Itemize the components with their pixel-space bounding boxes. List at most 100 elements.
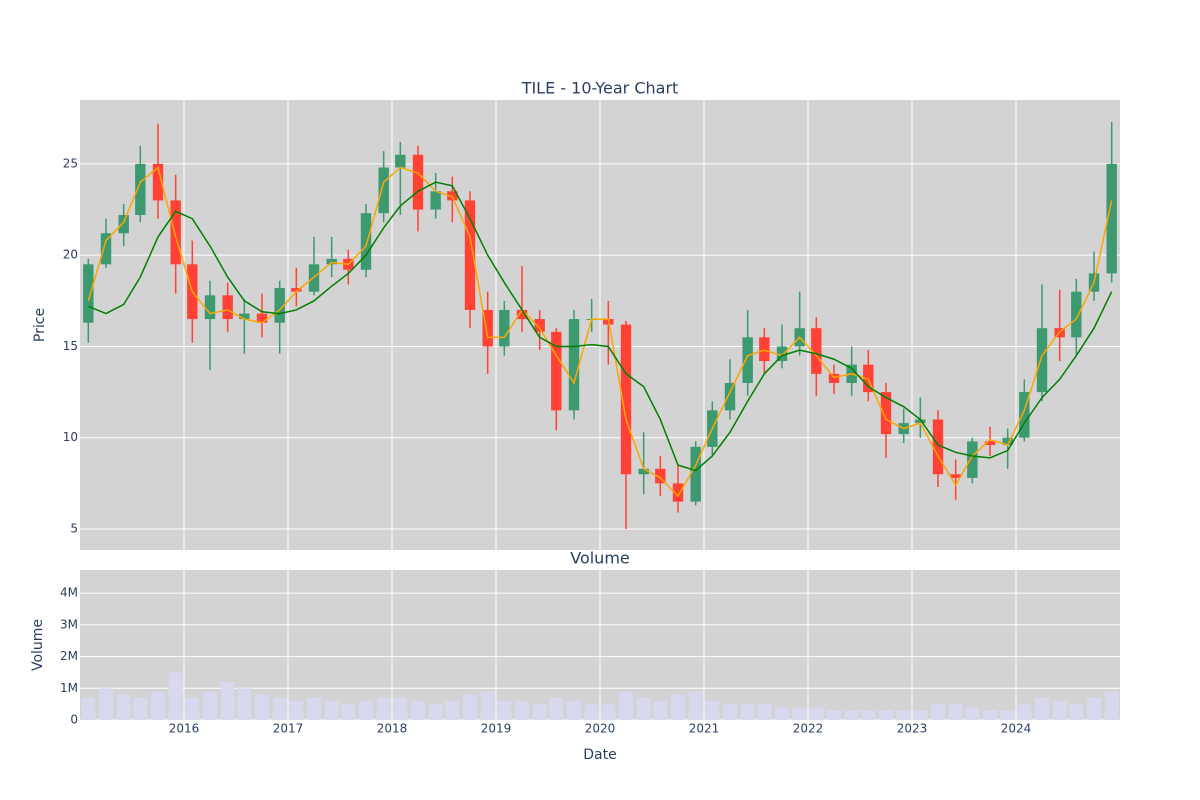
x-tick-label: 2020 xyxy=(585,722,616,736)
candle-body xyxy=(759,337,770,362)
volume-bar xyxy=(601,704,616,720)
volume-bar xyxy=(463,694,477,720)
y-tick-label: 10 xyxy=(63,430,78,444)
candle-body xyxy=(1106,163,1117,274)
y-tick-label: 3M xyxy=(60,617,78,631)
y-tick-label: 5 xyxy=(70,522,78,536)
volume-bar xyxy=(1017,704,1032,720)
volume-bar xyxy=(844,710,859,720)
candle-body xyxy=(1002,437,1013,446)
candle-body xyxy=(274,288,285,323)
candle-body xyxy=(915,419,926,424)
candle-body xyxy=(863,364,874,393)
volume-bar xyxy=(757,704,772,720)
candle-body xyxy=(880,392,892,435)
x-tick-label: 2019 xyxy=(481,722,512,736)
volume-bar xyxy=(1069,704,1084,720)
volume-bar xyxy=(376,697,391,720)
volume-bar xyxy=(289,700,304,720)
candle-body xyxy=(482,309,493,347)
candle-body xyxy=(291,288,302,292)
candle-body xyxy=(100,233,112,265)
volume-bar xyxy=(116,694,131,720)
volume-bar xyxy=(861,710,876,720)
marks xyxy=(81,121,1119,720)
volume-bar xyxy=(480,691,495,720)
x-tick-label: 2017 xyxy=(273,722,304,736)
volume-bar xyxy=(827,710,841,720)
candle-body xyxy=(724,382,736,411)
candle-body xyxy=(551,331,562,411)
candle-body xyxy=(568,319,580,411)
candle-body xyxy=(499,309,510,347)
x-tick-label: 2021 xyxy=(689,722,720,736)
candle-body xyxy=(135,163,146,216)
candle-body xyxy=(412,154,424,210)
candle-body xyxy=(1019,392,1030,438)
volume-bar xyxy=(931,704,945,720)
volume-bar xyxy=(411,700,425,720)
volume-bar xyxy=(549,697,564,720)
volume-bar xyxy=(809,707,824,720)
volume-bar xyxy=(775,707,789,720)
volume-bar xyxy=(497,700,512,720)
volume-bar xyxy=(99,688,113,720)
candle-body xyxy=(447,191,458,201)
candle-body xyxy=(950,474,961,478)
candle-body xyxy=(672,483,684,502)
volume-bar xyxy=(307,697,321,720)
volume-bar xyxy=(203,691,217,720)
volume-bar xyxy=(1104,691,1119,720)
volume-bar xyxy=(896,710,911,720)
x-tick-label: 2016 xyxy=(169,722,200,736)
y-tick-label: 20 xyxy=(63,248,78,262)
candle-body xyxy=(239,313,250,320)
volume-bar xyxy=(185,697,200,720)
volume-bar xyxy=(948,704,963,720)
candle-body xyxy=(256,313,268,323)
volume-bar xyxy=(636,697,651,720)
volume-bar xyxy=(133,697,148,720)
volume-bar xyxy=(532,704,547,720)
volume-bar xyxy=(653,700,668,720)
volume-bar xyxy=(705,700,720,720)
y-axis-label: Volume xyxy=(30,619,46,671)
x-axis-label: Date xyxy=(583,747,616,763)
volume-bar xyxy=(428,704,443,720)
volume-bar xyxy=(879,710,893,720)
candle-body xyxy=(1036,328,1048,393)
volume-bar xyxy=(272,697,287,720)
volume-bar xyxy=(515,700,529,720)
candle-body xyxy=(1071,291,1082,338)
volume-bar xyxy=(1087,697,1101,720)
volume-bar xyxy=(567,700,581,720)
volume-bar xyxy=(81,697,96,720)
volume-bar xyxy=(393,697,408,720)
candle-body xyxy=(620,324,632,475)
candle-body xyxy=(378,167,389,214)
volume-title: Volume xyxy=(570,549,630,568)
candle-body xyxy=(83,264,94,323)
volume-bar xyxy=(151,691,165,720)
volume-bar xyxy=(324,700,339,720)
x-tick-label: 2018 xyxy=(377,722,408,736)
x-tick-label: 2022 xyxy=(793,722,824,736)
candle-body xyxy=(170,200,181,265)
candle-body xyxy=(638,468,649,475)
volume-bar xyxy=(740,704,755,720)
y-tick-label: 4M xyxy=(60,586,78,600)
candle-body xyxy=(430,191,441,210)
volume-bar xyxy=(341,704,356,720)
candle-body xyxy=(655,468,666,484)
candle-body xyxy=(152,163,164,201)
volume-bar xyxy=(792,707,807,720)
volume-bar xyxy=(688,691,703,720)
volume-bar xyxy=(619,691,633,720)
volume-bar xyxy=(220,681,235,720)
volume-bar xyxy=(965,707,980,720)
candle-body xyxy=(828,373,840,383)
y-tick-label: 2M xyxy=(60,649,78,663)
volume-bar xyxy=(723,704,737,720)
candle-body xyxy=(967,441,978,478)
